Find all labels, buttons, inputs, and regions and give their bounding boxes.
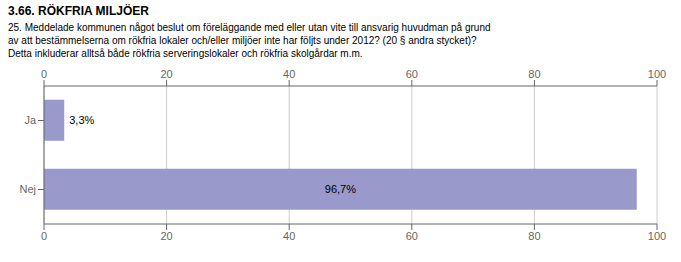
svg-text:0: 0 [41,68,47,80]
svg-text:0: 0 [41,230,47,242]
svg-text:100: 100 [648,230,666,242]
svg-text:80: 80 [528,230,540,242]
svg-text:40: 40 [283,230,295,242]
svg-text:Ja: Ja [24,114,37,126]
svg-text:40: 40 [283,68,295,80]
svg-text:20: 20 [160,230,172,242]
svg-text:100: 100 [648,68,666,80]
svg-text:20: 20 [160,68,172,80]
svg-text:3,3%: 3,3% [69,114,94,126]
svg-text:60: 60 [406,230,418,242]
svg-text:Nej: Nej [19,183,36,195]
html-text:25. Meddelade kommunen något b: 25. Meddelade kommunen något beslut om f… [8,22,491,59]
svg-text:60: 60 [406,68,418,80]
html-text:3.66. RÖKFRIA MILJÖER: 3.66. RÖKFRIA MILJÖER [8,4,149,18]
svg-text:96,7%: 96,7% [325,183,356,195]
svg-text:80: 80 [528,68,540,80]
